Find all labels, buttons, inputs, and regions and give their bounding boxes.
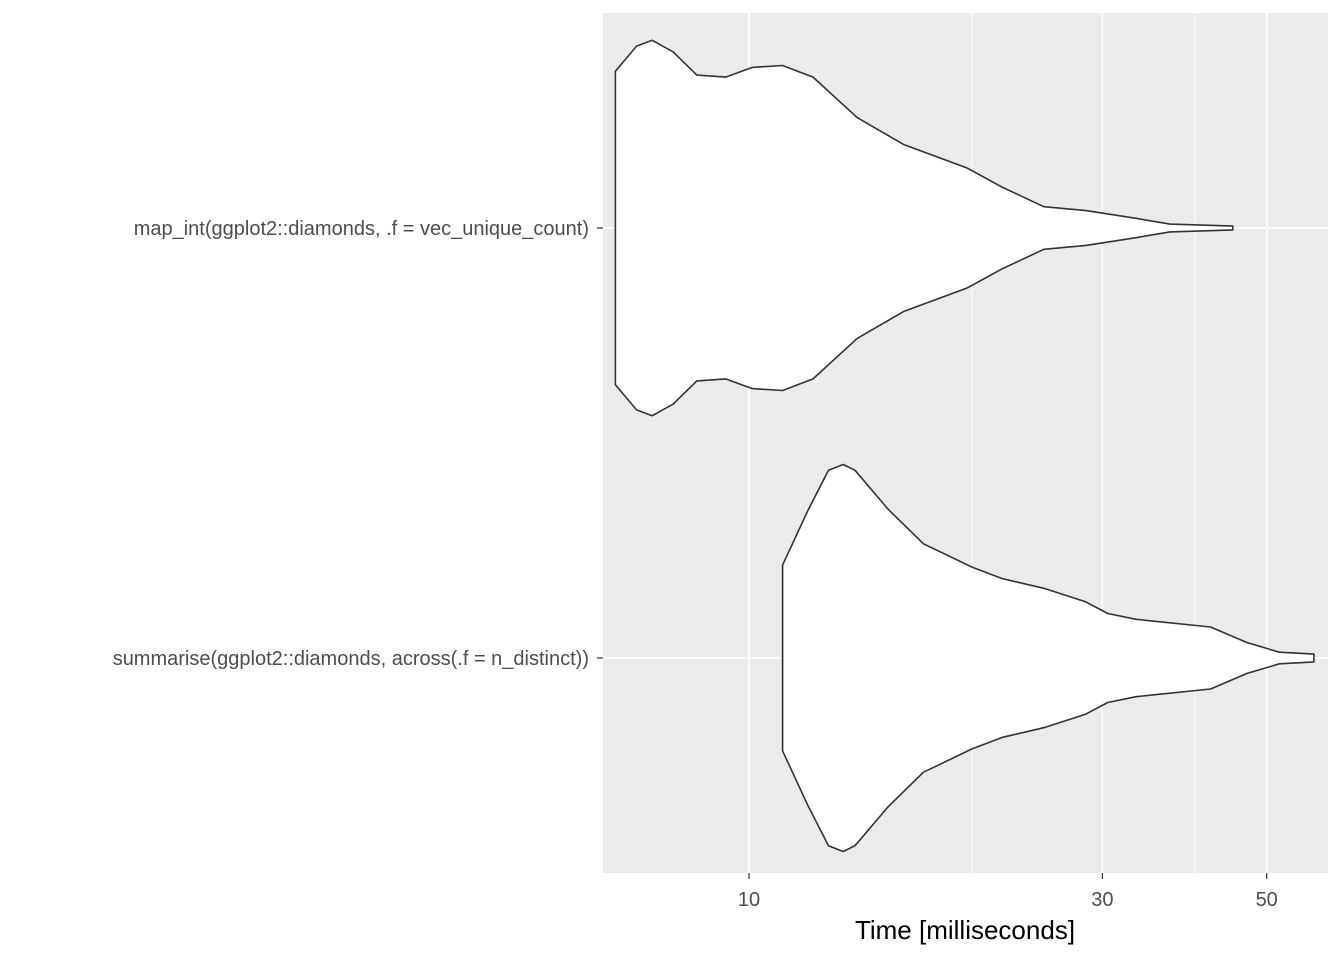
y-tick-label: summarise(ggplot2::diamonds, across(.f =… [113, 648, 589, 670]
x-axis-title: Time [milliseconds] [855, 915, 1075, 945]
violins [614, 39, 1315, 853]
y-tick-label: map_int(ggplot2::diamonds, .f = vec_uniq… [134, 218, 589, 240]
x-tick-label: 30 [1091, 889, 1113, 911]
x-tick-label: 50 [1256, 889, 1278, 911]
violin-1 [614, 39, 1234, 417]
x-tick-label: 10 [738, 889, 760, 911]
violin-2 [781, 463, 1315, 853]
x-axis: 10 30 50 [738, 873, 1278, 911]
y-axis: map_int(ggplot2::diamonds, .f = vec_uniq… [113, 218, 603, 670]
